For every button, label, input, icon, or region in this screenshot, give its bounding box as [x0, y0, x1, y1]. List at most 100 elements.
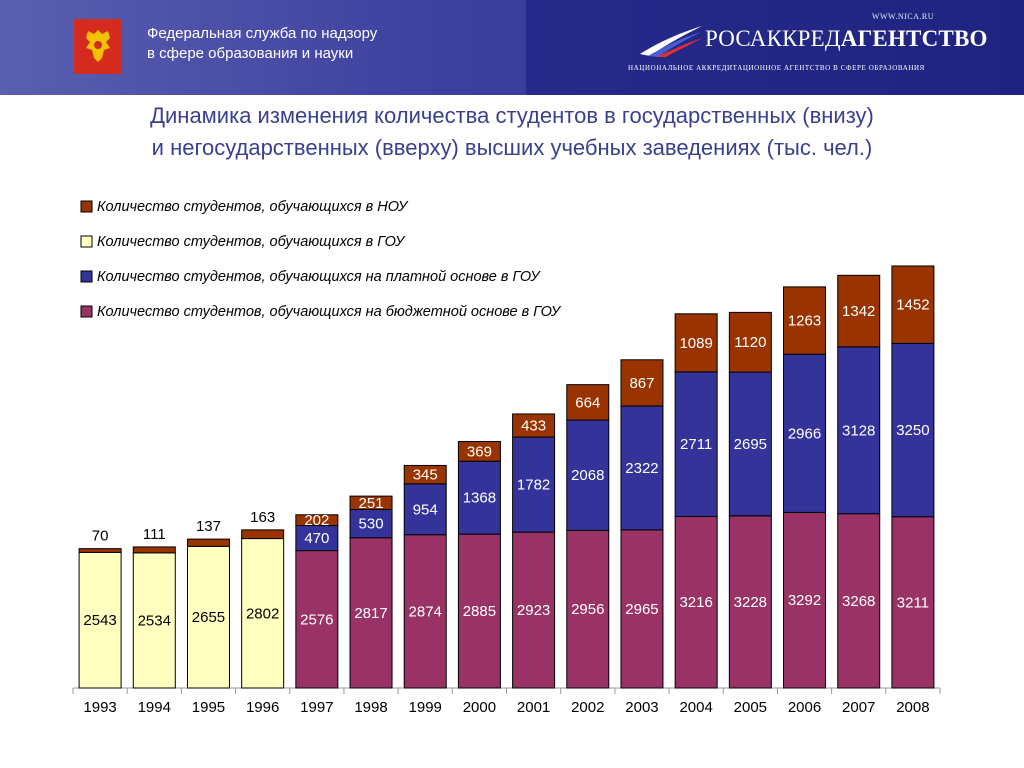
data-label-paid: 2695 — [734, 436, 767, 453]
data-label-nou: 251 — [359, 495, 384, 512]
data-label-nou: 137 — [196, 518, 221, 535]
bar-segment-paid — [457, 460, 501, 535]
title-line-2: и негосударственных (вверху) высших учеб… — [151, 135, 873, 160]
bar-segment-nou — [620, 359, 664, 407]
flag-swoosh-icon — [640, 26, 702, 57]
data-label-nou: 664 — [575, 394, 600, 411]
bar-segment-budget — [349, 537, 393, 689]
x-tick-label: 2003 — [625, 699, 658, 716]
agency-line-1: Федеральная служба по надзору — [147, 25, 378, 42]
header-banner: Федеральная служба по надзору в сфере об… — [0, 0, 1024, 95]
data-label-budget: 2923 — [517, 602, 550, 619]
x-tick-label: 2007 — [842, 699, 875, 716]
brand-name-part-2: АГЕНТСТВО — [840, 26, 988, 51]
data-label-paid: 3128 — [842, 422, 875, 439]
brand-name: РОСАККРЕДАГЕНТСТВО — [705, 26, 988, 52]
legend-label-nou: Количество студентов, обучающихся в НОУ — [97, 199, 409, 215]
x-tick-label: 1993 — [83, 699, 116, 716]
bar-segment-budget — [837, 513, 881, 689]
data-label-budget: 2874 — [409, 603, 442, 620]
data-label-paid: 2966 — [788, 425, 821, 442]
data-label-nou: 369 — [467, 443, 492, 460]
bar-segment-budget — [403, 534, 447, 689]
bar-segment-nou — [728, 311, 772, 373]
site-link[interactable]: WWW.NICA.RU — [871, 12, 934, 21]
bar-segment-nou — [566, 384, 610, 421]
bar-segment-nou — [241, 529, 285, 540]
coat-of-arms-icon — [74, 19, 122, 74]
data-label-budget: 2956 — [571, 601, 604, 618]
x-tick-label: 2004 — [679, 699, 712, 716]
data-label-nou: 1263 — [788, 313, 821, 330]
brand-subtitle: НАЦИОНАЛЬНОЕ АККРЕДИТАЦИОННОЕ АГЕНТСТВО … — [628, 64, 925, 72]
x-tick-label: 1997 — [300, 699, 333, 716]
bar-segment-paid — [403, 483, 447, 536]
legend-label-budget: Количество студентов, обучающихся на бюд… — [97, 304, 562, 320]
data-label-nou: 163 — [250, 509, 275, 526]
x-tick-label: 1994 — [138, 699, 171, 716]
data-label-paid: 470 — [304, 530, 329, 547]
x-tick-label: 2006 — [788, 699, 821, 716]
data-label-nou: 202 — [304, 512, 329, 529]
data-label-nou: 1452 — [896, 297, 929, 314]
x-tick-label: 1995 — [192, 699, 225, 716]
data-label-nou: 345 — [413, 467, 438, 484]
bar-segment-gou — [186, 545, 230, 689]
data-label-gou: 2543 — [83, 612, 116, 629]
bar-segment-nou — [132, 546, 176, 554]
x-tick-label: 2001 — [517, 699, 550, 716]
data-label-budget: 2885 — [463, 603, 496, 620]
data-label-budget: 2965 — [625, 601, 658, 618]
data-label-nou: 1089 — [679, 335, 712, 352]
agency-line-2: в сфере образования и науки — [147, 45, 354, 62]
data-label-budget: 3228 — [734, 594, 767, 611]
data-label-paid: 1368 — [463, 490, 496, 507]
bar-segment-nou — [295, 514, 339, 527]
bar-segment-nou — [186, 538, 230, 547]
data-label-budget: 3216 — [679, 594, 712, 611]
bar-segment-nou — [457, 440, 501, 462]
data-label-nou: 1342 — [842, 303, 875, 320]
data-label-budget: 3211 — [897, 594, 929, 611]
data-label-nou: 111 — [143, 526, 166, 543]
bar-segment-gou — [241, 538, 285, 689]
bar-segment-budget — [620, 529, 664, 689]
bar-segment-paid — [783, 353, 827, 513]
legend-label-paid: Количество студентов, обучающихся на пла… — [97, 269, 541, 285]
x-tick-label: 2008 — [896, 699, 929, 716]
bar-segment-budget — [891, 516, 935, 689]
data-label-paid: 2711 — [680, 436, 712, 453]
data-label-paid: 2322 — [625, 460, 658, 477]
data-label-paid: 3250 — [896, 422, 929, 439]
x-tick-label: 2002 — [571, 699, 604, 716]
bar-segment-budget — [728, 515, 772, 689]
bar-segment-nou — [783, 286, 827, 355]
bar-segment-paid — [837, 346, 881, 515]
data-label-budget: 3268 — [842, 593, 875, 610]
bar-segment-paid — [349, 508, 393, 539]
data-label-paid: 1782 — [517, 477, 550, 494]
bar-segment-budget — [512, 531, 556, 689]
data-label-budget: 2576 — [300, 611, 333, 628]
legend-swatch-nou — [80, 200, 93, 213]
bar-segment-nou — [349, 495, 393, 510]
stacked-bar-chart: 2543 70 1993 2534 111 1994 2655 137 1995 2802 163 1… — [72, 199, 941, 716]
page-title: Динамика изменения количества студентов … — [0, 100, 1024, 164]
brand-panel: WWW.NICA.RU — [526, 0, 1024, 95]
data-label-paid: 2068 — [571, 467, 604, 484]
bar-segment-gou — [78, 551, 122, 689]
bar-segment-nou — [674, 313, 718, 373]
bar-segment-budget — [674, 515, 718, 689]
bar-segment-paid — [891, 342, 935, 518]
x-tick-label: 1998 — [354, 699, 387, 716]
x-tick-label: 1999 — [409, 699, 442, 716]
legend-swatch-gou — [80, 235, 93, 248]
data-label-nou: 1120 — [734, 334, 766, 351]
bar-segment-nou — [403, 464, 447, 485]
data-label-paid: 530 — [359, 516, 384, 533]
legend-label-gou: Количество студентов, обучающихся в ГОУ — [97, 234, 406, 250]
brand-name-part-1: РОСАККРЕД — [705, 26, 841, 51]
bar-segment-nou — [78, 548, 122, 553]
data-label-gou: 2534 — [138, 612, 171, 629]
legend-swatch-paid — [80, 270, 93, 283]
